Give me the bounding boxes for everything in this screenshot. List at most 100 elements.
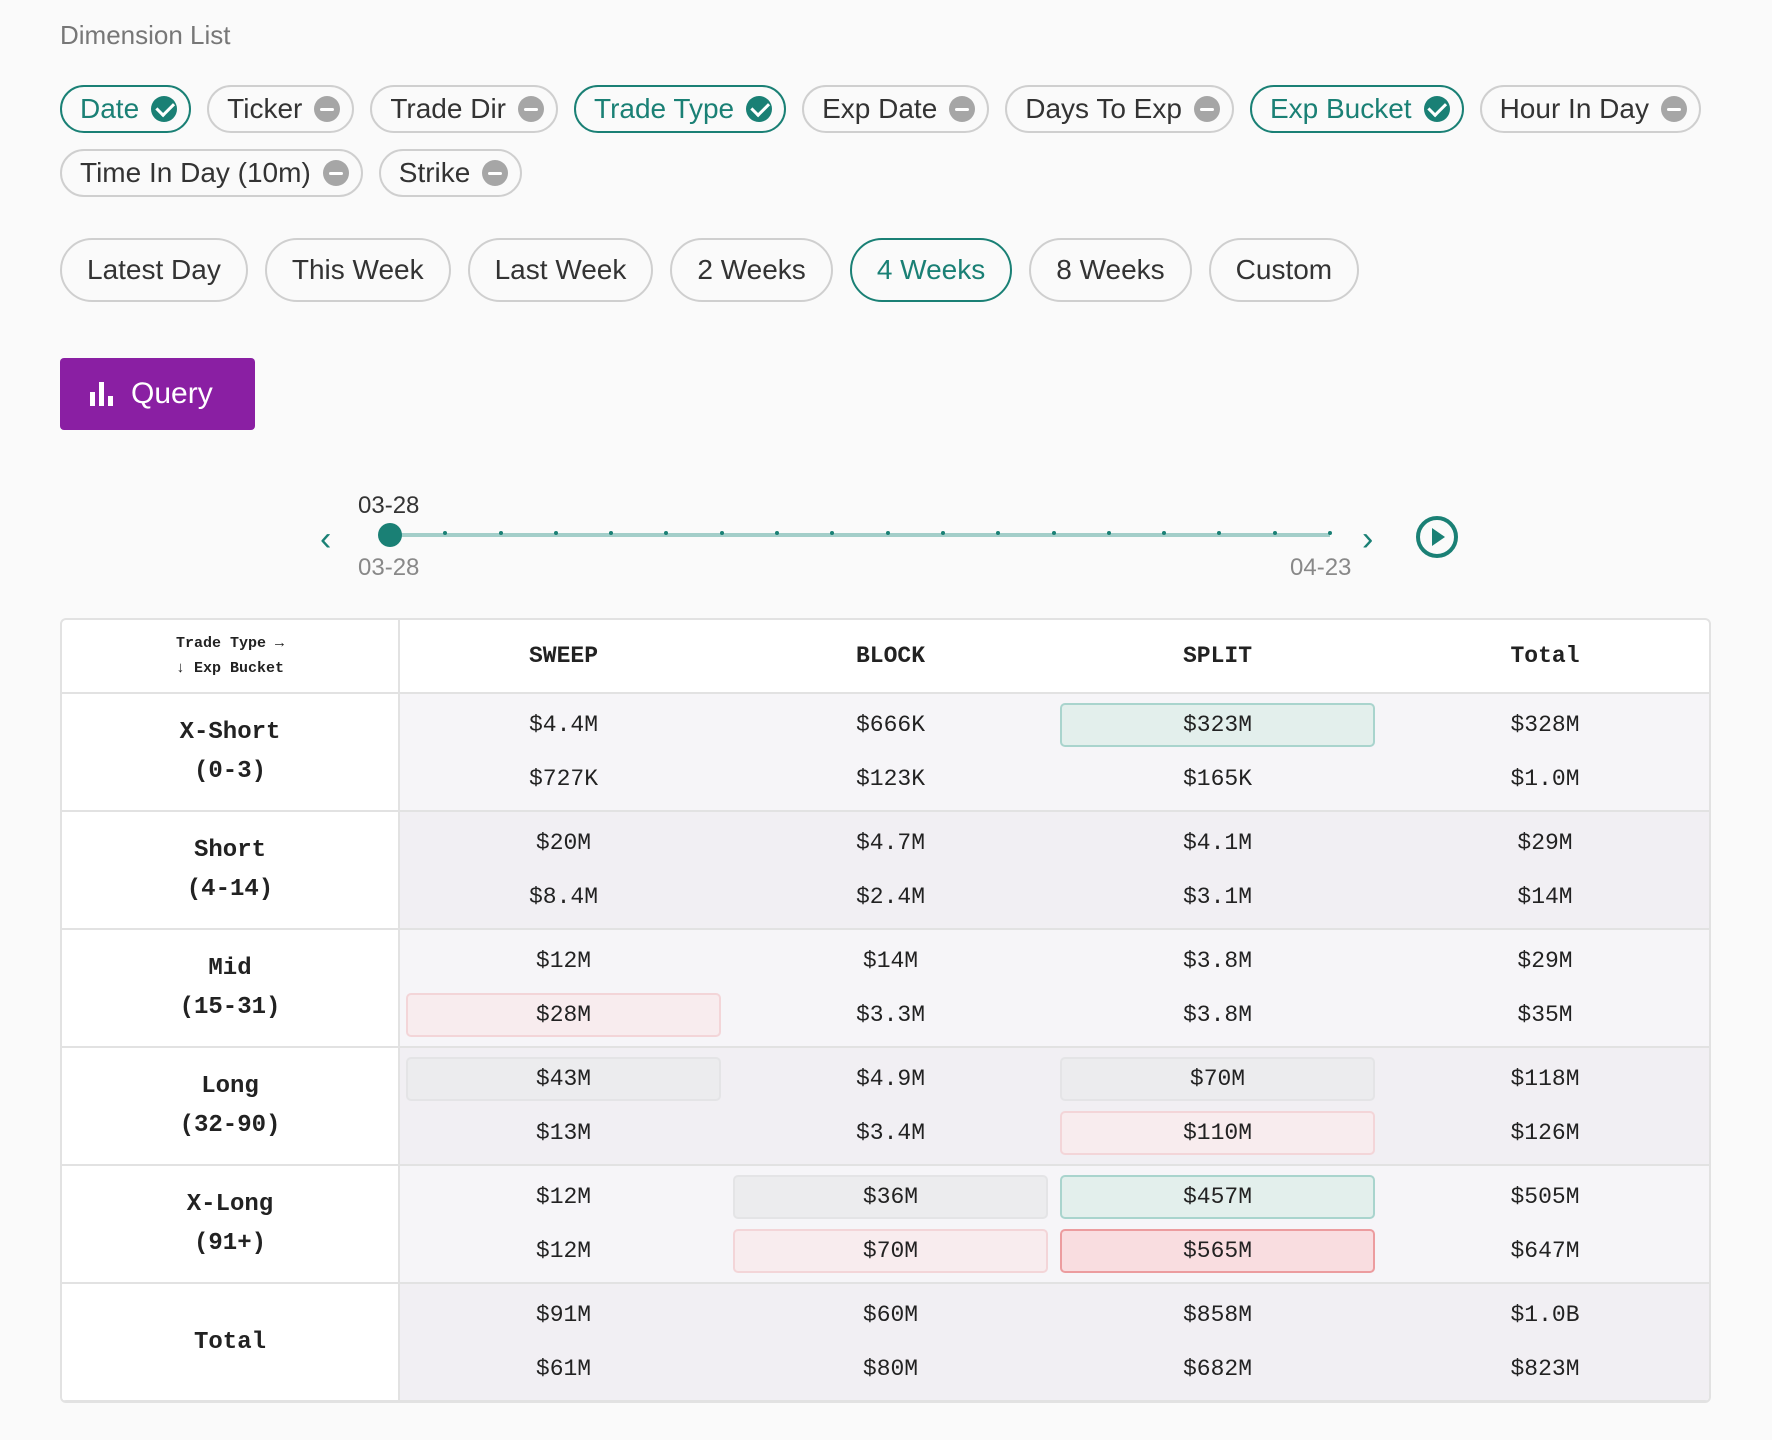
row-header-x-long: X-Long (91+)	[62, 1166, 400, 1284]
dimension-chip-hour-in-day[interactable]: Hour In Day	[1479, 85, 1701, 133]
cell-value-bottom: $70M	[733, 1229, 1048, 1273]
slider-step-dot[interactable]	[609, 531, 614, 535]
slider-current-date: 03-28	[358, 492, 420, 519]
row-label: Short	[193, 837, 266, 864]
table-cell[interactable]: $118M $126M	[1381, 1048, 1709, 1166]
cell-value-top: $328M	[1510, 712, 1580, 738]
dimension-chip-strike[interactable]: Strike	[378, 149, 523, 197]
table-cell[interactable]: $1.0B $823M	[1381, 1284, 1709, 1401]
cell-value-bottom: $3.3M	[855, 1002, 925, 1028]
table-cell[interactable]: $29M $35M	[1381, 930, 1709, 1048]
slider-step-dot[interactable]	[1328, 531, 1332, 535]
table-cell[interactable]: $70M $110M	[1054, 1048, 1381, 1166]
table-cell[interactable]: $60M $80M	[727, 1284, 1054, 1401]
cell-value-top: $43M	[406, 1057, 721, 1101]
column-header-block[interactable]: BLOCK	[727, 620, 1054, 694]
cell-value-top: $70M	[1060, 1057, 1375, 1101]
cell-value-bottom: $165K	[1182, 766, 1252, 792]
range-latest-day[interactable]: Latest Day	[60, 238, 248, 302]
slider-step-dot[interactable]	[885, 531, 890, 535]
slider-step-dot[interactable]	[498, 531, 503, 535]
table-cell[interactable]: $29M $14M	[1381, 812, 1709, 930]
dimension-chip-list: Date Ticker Trade Dir Trade Type Exp Date Day…	[60, 85, 1720, 213]
dimension-chip-trade-type[interactable]: Trade Type	[574, 85, 787, 133]
dimension-chip-time-in-day-10m[interactable]: Time In Day (10m)	[60, 149, 363, 197]
table-cell[interactable]: $457M $565M	[1054, 1166, 1381, 1284]
slider-handle[interactable]	[378, 523, 402, 547]
table-cell[interactable]: $12M $28M	[400, 930, 727, 1048]
table-cell[interactable]: $4.9M $3.4M	[727, 1048, 1054, 1166]
table-cell[interactable]: $43M $13M	[400, 1048, 727, 1166]
range-this-week[interactable]: This Week	[264, 238, 451, 302]
cell-value-top: $1.0B	[1510, 1302, 1580, 1328]
check-circle-icon	[151, 96, 178, 122]
table-cell[interactable]: $328M $1.0M	[1381, 694, 1709, 812]
slider-step-dot[interactable]	[1106, 531, 1111, 535]
row-header-total: Total	[62, 1284, 400, 1401]
slider-step-dot[interactable]	[1162, 531, 1167, 535]
slider-step-dot[interactable]	[996, 531, 1001, 535]
dimension-chip-ticker[interactable]: Ticker	[207, 85, 355, 133]
table-cell[interactable]: $3.8M $3.8M	[1054, 930, 1381, 1048]
cell-value-top: $12M	[535, 948, 592, 974]
slider-step-dot[interactable]	[1217, 531, 1222, 535]
chevron-left-icon[interactable]: ‹	[320, 520, 332, 558]
dimension-chip-exp-bucket[interactable]: Exp Bucket	[1249, 85, 1464, 133]
slider-track[interactable]	[390, 531, 1332, 537]
range-last-week[interactable]: Last Week	[467, 238, 654, 302]
cell-value-bottom: $110M	[1060, 1111, 1375, 1155]
range-4-weeks[interactable]: 4 Weeks	[849, 238, 1013, 302]
range-2-weeks[interactable]: 2 Weeks	[670, 238, 833, 302]
slider-step-dot[interactable]	[1051, 531, 1056, 535]
slider-step-dot[interactable]	[664, 531, 669, 535]
dimension-chip-row: Time In Day (10m) Strike	[60, 149, 1720, 197]
cell-value-top: $14M	[862, 948, 919, 974]
minus-circle-icon	[1193, 96, 1220, 122]
slider-step-dot[interactable]	[1272, 531, 1277, 535]
cell-value-bottom: $823M	[1510, 1356, 1580, 1382]
cell-value-top: $118M	[1510, 1066, 1580, 1092]
column-header-split[interactable]: SPLIT	[1054, 620, 1381, 694]
dimension-chip-trade-dir[interactable]: Trade Dir	[370, 85, 558, 133]
slider-step-dot[interactable]	[443, 531, 448, 535]
table-cell[interactable]: $20M $8.4M	[400, 812, 727, 930]
table-cell[interactable]: $4.4M $727K	[400, 694, 727, 812]
minus-circle-icon	[1660, 96, 1687, 122]
column-header-total[interactable]: Total	[1381, 620, 1709, 694]
cell-value-top: $4.4M	[528, 712, 598, 738]
query-button[interactable]: Query	[60, 358, 255, 430]
table-cell[interactable]: $14M $3.3M	[727, 930, 1054, 1048]
chevron-right-icon[interactable]: ›	[1362, 520, 1374, 558]
table-cell[interactable]: $505M $647M	[1381, 1166, 1709, 1284]
table-cell[interactable]: $4.7M $2.4M	[727, 812, 1054, 930]
cell-value-top: $323M	[1060, 703, 1375, 747]
table-cell[interactable]: $4.1M $3.1M	[1054, 812, 1381, 930]
cell-value-top: $91M	[535, 1302, 592, 1328]
cell-value-top: $666K	[855, 712, 925, 738]
slider-step-dot[interactable]	[719, 531, 724, 535]
slider-step-dot[interactable]	[775, 531, 780, 535]
slider-step-dot[interactable]	[940, 531, 945, 535]
cell-value-bottom: $565M	[1060, 1229, 1375, 1273]
column-header-sweep[interactable]: SWEEP	[400, 620, 727, 694]
dimension-chip-exp-date[interactable]: Exp Date	[802, 85, 990, 133]
table-cell[interactable]: $323M $165K	[1054, 694, 1381, 812]
row-label: Long	[201, 1073, 259, 1100]
cell-value-top: $4.9M	[855, 1066, 925, 1092]
cell-value-bottom: $80M	[862, 1356, 919, 1382]
table-cell[interactable]: $858M $682M	[1054, 1284, 1381, 1401]
table-cell[interactable]: $91M $61M	[400, 1284, 727, 1401]
slider-step-dot[interactable]	[553, 531, 558, 535]
dimension-chip-days-to-exp[interactable]: Days To Exp	[1005, 85, 1234, 133]
dimension-chip-date[interactable]: Date	[60, 85, 192, 133]
table-cell[interactable]: $666K $123K	[727, 694, 1054, 812]
cell-value-top: $4.7M	[855, 830, 925, 856]
table-cell[interactable]: $12M $12M	[400, 1166, 727, 1284]
table-cell[interactable]: $36M $70M	[727, 1166, 1054, 1284]
play-icon[interactable]	[1416, 516, 1458, 558]
range-8-weeks[interactable]: 8 Weeks	[1029, 238, 1192, 302]
slider-step-dot[interactable]	[830, 531, 835, 535]
range-custom[interactable]: Custom	[1208, 238, 1360, 302]
cell-value-bottom: $3.4M	[855, 1120, 925, 1146]
